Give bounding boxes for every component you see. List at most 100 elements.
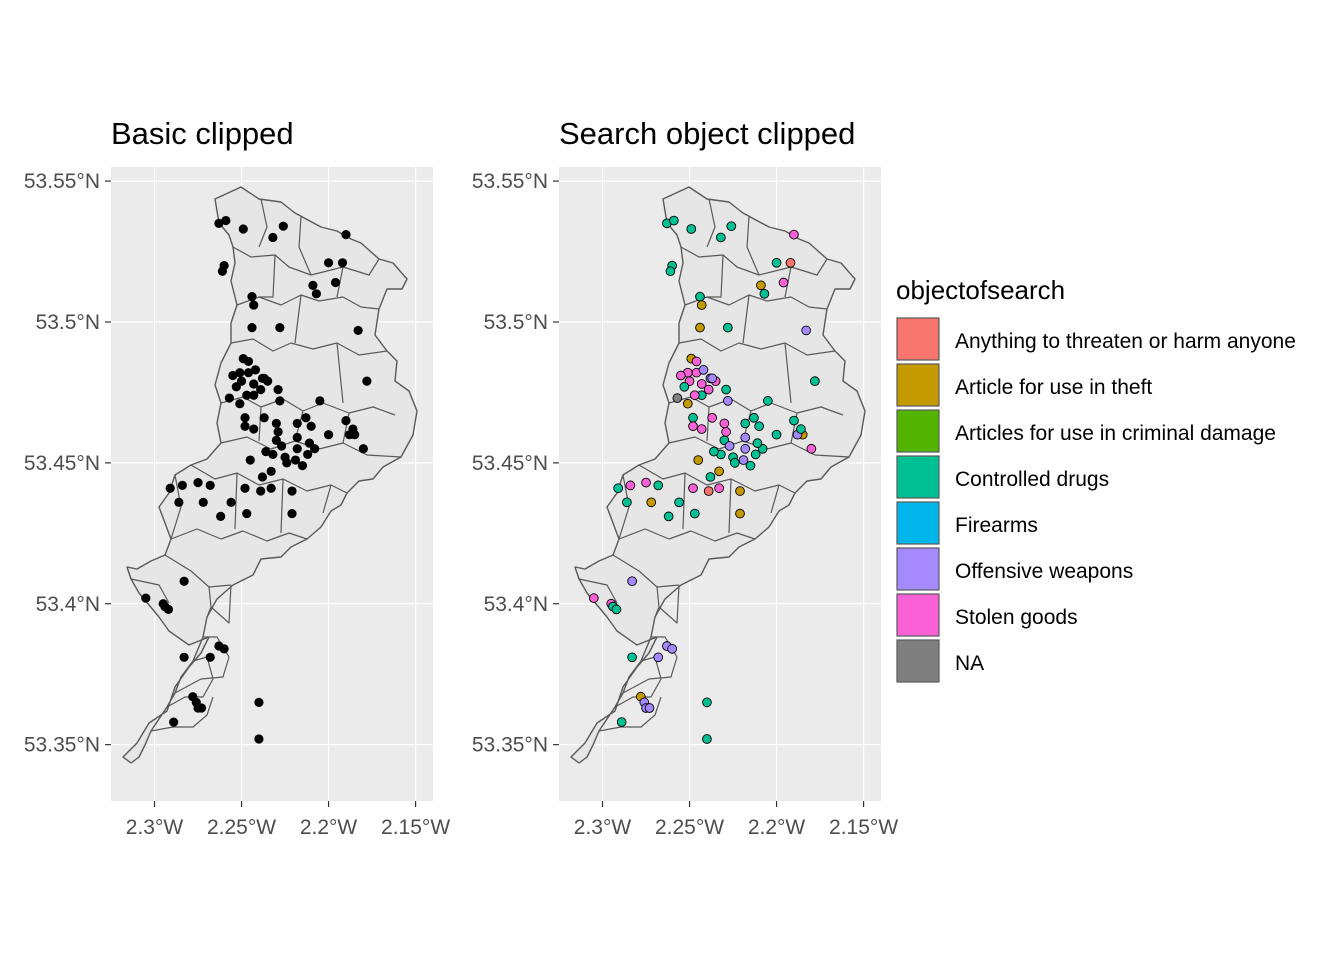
search-point — [789, 415, 799, 426]
ward-boundary — [170, 528, 308, 542]
search-point — [249, 424, 259, 434]
legend-label: Offensive weapons — [955, 560, 1133, 583]
ward-boundary — [784, 342, 792, 404]
ward-boundary — [578, 578, 618, 604]
ward-boundary — [706, 406, 710, 442]
search-point — [653, 652, 664, 663]
search-point — [276, 441, 287, 451]
search-point — [702, 734, 712, 744]
search-point — [214, 218, 224, 228]
search-point — [254, 734, 264, 744]
ward-boundary — [174, 636, 230, 694]
search-point — [801, 325, 812, 336]
search-point — [696, 300, 707, 310]
search-point — [721, 384, 731, 395]
search-point — [256, 385, 266, 395]
search-point — [163, 604, 174, 614]
ward-boundary — [728, 478, 732, 534]
ward-boundary — [706, 198, 716, 248]
search-point — [198, 497, 208, 507]
search-point — [275, 323, 285, 333]
ward-boundary — [622, 636, 678, 694]
legend: objectofsearch Anything to threaten or h… — [896, 275, 1296, 683]
search-point — [689, 390, 700, 401]
search-point — [644, 703, 655, 713]
search-point — [735, 508, 745, 519]
search-point — [740, 443, 751, 454]
search-point — [323, 258, 334, 268]
search-point — [724, 441, 735, 451]
search-point — [235, 368, 245, 378]
ward-boundary — [322, 484, 332, 514]
search-point — [250, 365, 261, 375]
search-point — [259, 413, 269, 423]
search-point — [588, 593, 599, 603]
search-point — [165, 483, 175, 493]
x-tick-label: 2.3°W — [574, 816, 632, 839]
y-tick-label: 53.55°N — [24, 170, 100, 193]
search-point — [806, 443, 817, 454]
search-point — [337, 258, 348, 268]
search-point — [254, 697, 264, 707]
ward-boundary — [298, 216, 312, 276]
search-point — [688, 421, 698, 432]
ward-boundary — [658, 584, 680, 624]
search-point — [249, 390, 259, 400]
search-point — [672, 393, 683, 403]
search-point — [695, 291, 705, 302]
search-point — [759, 288, 770, 299]
legend-label: Firearms — [955, 514, 1038, 537]
search-point — [275, 396, 285, 406]
search-point — [622, 497, 632, 508]
search-point — [665, 266, 676, 277]
search-point — [695, 322, 705, 333]
search-point — [691, 356, 702, 367]
search-point — [169, 717, 179, 727]
search-point — [749, 412, 759, 423]
search-point — [242, 390, 252, 400]
ward-boundary — [336, 342, 344, 404]
ward-boundary — [598, 696, 662, 732]
search-point — [323, 430, 334, 440]
ward-boundary — [682, 472, 686, 530]
search-point — [696, 424, 707, 434]
search-point — [726, 221, 737, 232]
search-point — [259, 373, 269, 383]
legend-label: Articles for use in criminal damage — [955, 422, 1276, 445]
search-point — [738, 455, 749, 465]
ward-boundary — [259, 254, 276, 298]
ward-boundary — [684, 294, 828, 310]
search-point — [304, 438, 315, 448]
search-point — [707, 412, 718, 423]
search-point — [271, 418, 281, 429]
ward-boundary — [258, 406, 262, 442]
search-point — [752, 438, 763, 448]
search-point — [217, 266, 227, 276]
search-point — [249, 379, 259, 389]
search-point — [663, 511, 674, 522]
search-point — [256, 486, 266, 496]
search-point — [247, 292, 257, 302]
ward-boundary — [166, 656, 214, 708]
search-point — [810, 376, 820, 387]
search-point — [273, 385, 283, 395]
search-point — [303, 449, 313, 460]
search-point — [235, 399, 245, 409]
search-point — [247, 323, 257, 333]
ward-boundary — [618, 528, 756, 542]
search-point — [231, 382, 241, 392]
legend-label: NA — [955, 652, 984, 675]
search-point — [745, 460, 756, 471]
search-point — [257, 472, 268, 482]
search-point — [653, 480, 664, 491]
ward-boundary — [130, 578, 170, 604]
legend-key — [896, 409, 940, 453]
ward-boundary — [294, 294, 302, 344]
search-point — [693, 455, 704, 465]
x-tick-label: 2.15°W — [829, 816, 898, 839]
ward-boundary — [742, 294, 750, 344]
search-point — [341, 416, 351, 426]
search-point — [179, 652, 189, 662]
panel-title-basic: Basic clipped — [111, 116, 294, 151]
y-tick-label: 53.55°N — [472, 170, 548, 193]
